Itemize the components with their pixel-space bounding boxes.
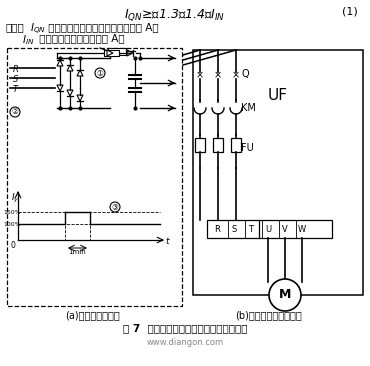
Text: (a)各种因素示意图: (a)各种因素示意图 (65, 310, 120, 320)
Bar (231, 138, 241, 152)
Text: 式中：: 式中： (5, 22, 24, 32)
Bar (7, 48, 182, 306)
Text: $I_y$: $I_y$ (11, 192, 19, 205)
Text: $I_{IN}$: $I_{IN}$ (22, 33, 34, 47)
Text: (b)变频器的外接主电路: (b)变频器的外接主电路 (235, 310, 302, 320)
Text: www.diangon.com: www.diangon.com (147, 338, 223, 347)
Text: ×: × (196, 70, 204, 80)
Text: UF: UF (268, 87, 288, 102)
Circle shape (269, 279, 301, 311)
Circle shape (10, 107, 20, 117)
Bar (195, 138, 205, 152)
Circle shape (95, 68, 105, 78)
Text: $I_{QN}$≥（1.3～1.4）$I_{IN}$: $I_{QN}$≥（1.3～1.4）$I_{IN}$ (124, 7, 226, 23)
Text: Q: Q (241, 69, 249, 79)
Bar (207, 220, 332, 238)
Text: (1): (1) (342, 7, 358, 17)
Text: ×: × (214, 70, 222, 80)
Bar (213, 138, 223, 152)
Text: 0: 0 (10, 241, 15, 250)
Text: W: W (298, 224, 306, 234)
Bar (193, 50, 363, 295)
Text: 100%: 100% (3, 221, 21, 227)
Text: S: S (231, 224, 237, 234)
Bar (104, 50, 119, 56)
Text: U: U (265, 224, 271, 234)
Text: ②: ② (11, 108, 18, 116)
Text: 为额定工作电流，单位为 A。: 为额定工作电流，单位为 A。 (36, 33, 125, 43)
Text: $t$: $t$ (165, 235, 171, 246)
Text: FU: FU (241, 143, 254, 153)
Text: ①: ① (97, 68, 104, 78)
Text: ③: ③ (112, 202, 118, 212)
Text: 1min: 1min (68, 249, 86, 255)
Text: V: V (282, 224, 288, 234)
Circle shape (110, 202, 120, 212)
Bar (108, 48, 126, 55)
Text: M: M (279, 288, 291, 302)
Text: ×: × (232, 70, 240, 80)
Text: KM: KM (241, 103, 256, 113)
Text: S: S (13, 75, 18, 83)
Text: R: R (214, 224, 220, 234)
Text: T: T (13, 85, 18, 93)
Text: R: R (13, 64, 19, 74)
Text: 图 7  接通电源时影响断路器误动作的因素: 图 7 接通电源时影响断路器误动作的因素 (123, 323, 247, 333)
Text: $I_{QN}$: $I_{QN}$ (30, 22, 46, 37)
Text: 150%: 150% (3, 209, 21, 214)
Text: 为空气断路器的额定电流，单位为 A；: 为空气断路器的额定电流，单位为 A； (45, 22, 159, 32)
Text: T: T (249, 224, 253, 234)
